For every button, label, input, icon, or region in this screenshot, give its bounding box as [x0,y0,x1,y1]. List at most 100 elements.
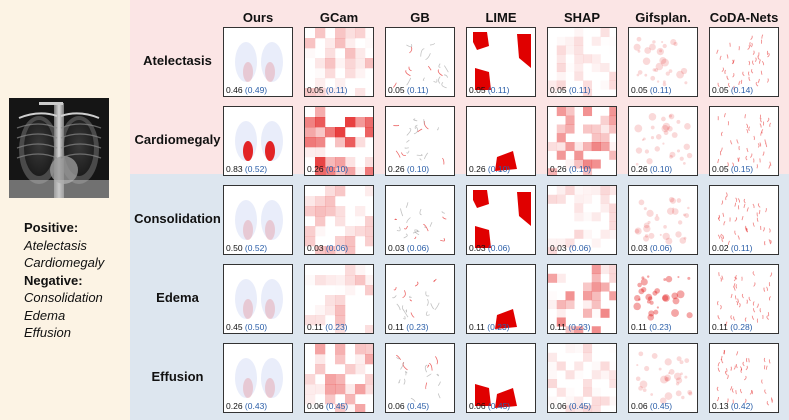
score-value: 0.11 [388,322,404,332]
heatmap-graphic [305,186,373,254]
heatmap-graphic [716,349,773,406]
score-baseline: (0.06) [325,243,349,253]
attribution-map: 0.02 (0.11) [709,185,779,255]
score-label: 0.11 (0.28) [712,322,753,332]
column-header: Ours [242,10,274,25]
attribution-map: 0.26 (0.10) [304,106,374,176]
heatmap-graphic [548,265,616,333]
attribution-map: 0.06 (0.45) [547,343,617,413]
heatmap-graphic [475,384,517,408]
attribution-map: 0.26 (0.10) [547,106,617,176]
score-label: 0.11 (0.23) [469,322,510,332]
heatmap-graphic [548,344,616,412]
score-baseline: (0.45) [325,401,349,411]
label-legend: Positive: Atelectasis Cardiomegaly Negat… [24,219,104,342]
score-value: 0.26 [226,401,243,411]
score-label: 0.05 (0.11) [550,85,591,95]
score-label: 0.06 (0.45) [550,401,591,411]
attribution-map: 0.11 (0.23) [466,264,536,334]
score-value: 0.05 [712,164,729,174]
score-value: 0.06 [550,401,567,411]
score-baseline: (0.10) [568,164,592,174]
score-baseline: (0.14) [730,85,754,95]
score-label: 0.06 (0.45) [469,401,510,411]
score-baseline: (0.11) [568,85,591,95]
heatmap-graphic [548,28,616,96]
heatmap-graphic [235,42,283,82]
score-baseline: (0.06) [487,243,511,253]
attribution-map: 0.26 (0.10) [385,106,455,176]
score-label: 0.26 (0.10) [388,164,429,174]
score-baseline: (0.11) [649,85,672,95]
score-baseline: (0.15) [730,164,754,174]
score-baseline: (0.06) [406,243,430,253]
heatmap-graphic [548,186,616,254]
score-baseline: (0.49) [244,85,268,95]
negative-item: Effusion [24,325,71,340]
attribution-map: 0.05 (0.11) [385,27,455,97]
heatmap-graphic [393,118,445,165]
attribution-map: 0.05 (0.11) [304,27,374,97]
score-baseline: (0.10) [649,164,673,174]
score-baseline: (0.06) [568,243,592,253]
attribution-map: 0.26 (0.10) [628,106,698,176]
score-baseline: (0.23) [406,322,429,332]
score-baseline: (0.23) [649,322,672,332]
attribution-map: 0.11 (0.23) [547,264,617,334]
score-label: 0.11 (0.23) [307,322,348,332]
heatmap-graphic [548,107,616,175]
attribution-map: 0.06 (0.45) [385,343,455,413]
left-panel [0,0,130,420]
heatmap-graphic [717,271,773,326]
attribution-map: 0.05 (0.14) [709,27,779,97]
score-value: 0.06 [631,401,648,411]
heatmap-graphic [396,354,441,402]
attribution-map: 0.05 (0.15) [709,106,779,176]
score-value: 0.05 [469,85,486,95]
chest-xray-image [9,98,109,198]
score-label: 0.13 (0.42) [712,401,753,411]
score-baseline: (0.45) [649,401,673,411]
column-header: GCam [319,10,359,25]
score-value: 0.13 [712,401,729,411]
attribution-map: 0.06 (0.45) [304,343,374,413]
score-label: 0.03 (0.06) [307,243,348,253]
score-baseline: (0.10) [487,164,511,174]
heatmap-graphic [235,121,283,161]
row-label: Consolidation [134,211,221,226]
score-baseline: (0.45) [568,401,592,411]
column-header: CoDA-Nets [709,10,779,25]
score-baseline: (0.45) [406,401,430,411]
attribution-map: 0.46 (0.49) [223,27,293,97]
score-label: 0.11 (0.23) [631,322,672,332]
heatmap-graphic [394,202,447,242]
score-value: 0.26 [631,164,648,174]
score-label: 0.11 (0.23) [550,322,591,332]
score-baseline: (0.23) [325,322,348,332]
score-value: 0.26 [469,164,486,174]
column-header: GB [410,10,430,25]
score-value: 0.46 [226,85,243,95]
heatmap-graphic [392,278,440,320]
score-value: 0.11 [307,322,323,332]
score-label: 0.45 (0.50) [226,322,267,332]
score-label: 0.26 (0.43) [226,401,267,411]
score-label: 0.26 (0.10) [469,164,510,174]
attribution-map: 0.26 (0.10) [466,106,536,176]
score-value: 0.03 [469,243,486,253]
attribution-map: 0.05 (0.11) [628,27,698,97]
score-value: 0.03 [307,243,324,253]
score-value: 0.05 [631,85,648,95]
score-label: 0.03 (0.06) [469,243,510,253]
score-baseline: (0.06) [649,243,673,253]
attribution-map: 0.03 (0.06) [628,185,698,255]
attribution-map: 0.11 (0.23) [304,264,374,334]
attribution-map: 0.45 (0.50) [223,264,293,334]
negative-item: Edema [24,307,66,323]
heatmap-graphic [305,344,373,412]
heatmap-graphic [235,279,283,319]
score-baseline: (0.10) [325,164,349,174]
positive-item: Atelectasis [24,237,87,253]
score-label: 0.11 (0.23) [388,322,429,332]
score-label: 0.05 (0.11) [307,85,348,95]
